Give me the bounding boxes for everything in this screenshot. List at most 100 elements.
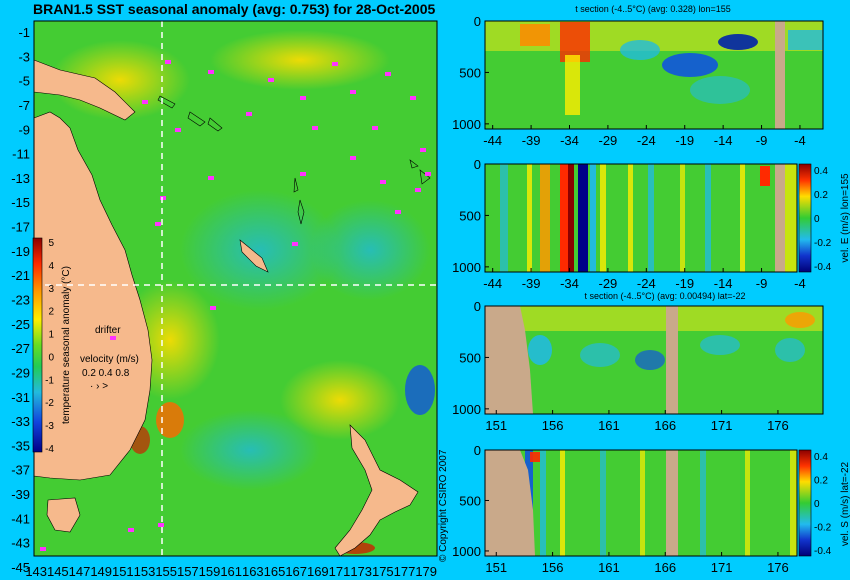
colorbar-tick-label: 0.4 [814,166,828,177]
x-tick-label: -29 [599,276,618,291]
y-tick-label: 500 [459,350,481,365]
lat-tick-label: -3 [18,49,30,64]
section-panel-1: t section (-4..5°C) (avg: 0.328) lon=155… [452,4,824,148]
lon-tick-label: 147 [69,564,91,579]
x-tick-label: -24 [637,276,656,291]
section-panel-2: -44 -39 -34 -29 -24 -19 -14 -9 -4 0 500 1000 0.4 0.… [452,157,850,291]
x-tick-label: -14 [714,276,733,291]
copyright: © Copyright CSIRO 2007 [438,449,449,562]
lon-tick-label: 155 [155,564,177,579]
map-colorbar-tick: -3 [45,421,54,432]
velocity-label: velocity (m/s) [80,354,139,365]
colorbar-tick-label: -0.4 [814,262,832,273]
lat-tick-label: -35 [11,438,30,453]
drifter-label: drifter [95,325,121,336]
x-tick-label: -44 [483,133,502,148]
x-tick-label: -19 [675,276,694,291]
x-tick-label: 171 [711,418,733,433]
land-tasmania [46,497,81,533]
x-tick-label: -4 [794,133,806,148]
lat-tick-label: -13 [11,171,30,186]
lat-tick-label: -41 [11,511,30,526]
x-tick-label: -39 [522,133,541,148]
lat-tick-label: -5 [18,74,30,89]
y-tick-label: 1000 [452,260,481,275]
panel-1-title: t section (-4..5°C) (avg: 0.328) lon=155 [575,4,730,14]
x-tick-label: -4 [794,276,806,291]
lat-tick-label: -7 [18,98,30,113]
x-tick-label: 166 [654,560,676,575]
lat-tick-label: -9 [18,122,30,137]
drifter-markers [40,60,431,551]
lat-tick-label: -11 [12,147,30,162]
x-tick-label: 161 [598,418,620,433]
lon-tick-label: 151 [112,564,134,579]
colorbar-tick-label: 0.2 [814,476,828,487]
lat-tick-label: -17 [11,220,30,235]
lon-tick-label: 163 [242,564,264,579]
colorbar-tick-label: 0.2 [814,190,828,201]
y-tick-label: 0 [474,157,481,172]
lat-tick-label: -1 [18,25,30,40]
lon-tick-label: 149 [90,564,112,579]
map-anomaly-patches [50,30,435,554]
x-tick-label: 176 [767,560,789,575]
lon-tick-label: 143 [25,564,47,579]
map-colorbar-tick: 2 [48,307,54,318]
map-colorbar: 5 4 3 2 1 0 -1 -2 -3 -4 temperature seasonal anom… [32,237,72,455]
lon-tick-label: 159 [199,564,221,579]
x-tick-label: 151 [485,418,507,433]
panel-2-colorbar-label: vel. E (m/s) lon=155 [840,173,850,263]
map-colorbar-tick: -4 [45,444,54,455]
x-tick-label: -29 [599,133,618,148]
y-tick-label: 1000 [452,117,481,132]
x-tick-label: -34 [560,276,579,291]
main-title: BRAN1.5 SST seasonal anomaly (avg: 0.753… [33,1,435,17]
map-colorbar-tick: 1 [48,330,54,341]
x-tick-label: -39 [522,276,541,291]
map-lat-ticks: -1 -3 -5 -7 -9 -11 -13 -15 -17 -19 -21 -23 -25 -27 -29… [11,25,30,575]
lon-tick-label: 177 [394,564,416,579]
lon-tick-label: 171 [329,564,351,579]
velocity-arrows: · › > [90,381,108,392]
colorbar-tick-label: 0 [814,214,820,225]
map-colorbar-tick: -1 [45,375,54,386]
map-colorbar-label: temperature seasonal anomaly (°C) [61,266,72,424]
lat-tick-label: -25 [11,317,30,332]
lon-tick-label: 157 [177,564,199,579]
x-tick-label: 161 [598,560,620,575]
colorbar-tick-label: 0.4 [814,452,828,463]
x-tick-label: -24 [637,133,656,148]
map-colorbar-tick: 3 [48,284,54,295]
panel-3-title: t section (-4..5°C) (avg: 0.00494) lat=-… [585,291,746,301]
y-tick-label: 500 [459,208,481,223]
x-tick-label: 171 [711,560,733,575]
lat-tick-label: -23 [11,293,30,308]
x-tick-label: -14 [714,133,733,148]
map-colorbar-tick: 5 [48,238,54,249]
x-tick-label: 156 [542,560,564,575]
drifter-legend: drifter velocity (m/s) 0.2 0.4 0.8 · › > [80,325,139,392]
drifter-legend-marker [110,336,116,340]
land-new-caledonia [239,239,269,273]
lat-tick-label: -21 [11,268,30,283]
x-tick-label: 166 [654,418,676,433]
colorbar-tick-label: -0.2 [814,238,832,249]
lon-tick-label: 145 [47,564,69,579]
land-new-zealand [334,424,419,557]
map-colorbar-tick: 0 [48,352,54,363]
land-vanuatu [293,177,305,225]
sst-map [33,20,438,557]
lon-tick-label: 165 [264,564,286,579]
lon-tick-label: 167 [285,564,307,579]
y-tick-label: 500 [459,65,481,80]
lon-tick-label: 175 [372,564,394,579]
map-colorbar-tick: -2 [45,398,54,409]
x-tick-label: -9 [756,276,768,291]
x-tick-label: -44 [483,276,502,291]
lat-tick-label: -29 [11,365,30,380]
land-australia [33,111,153,481]
panel-4-colorbar-label: vel. S (m/s) lat=-22 [840,461,850,546]
lon-tick-label: 161 [220,564,242,579]
